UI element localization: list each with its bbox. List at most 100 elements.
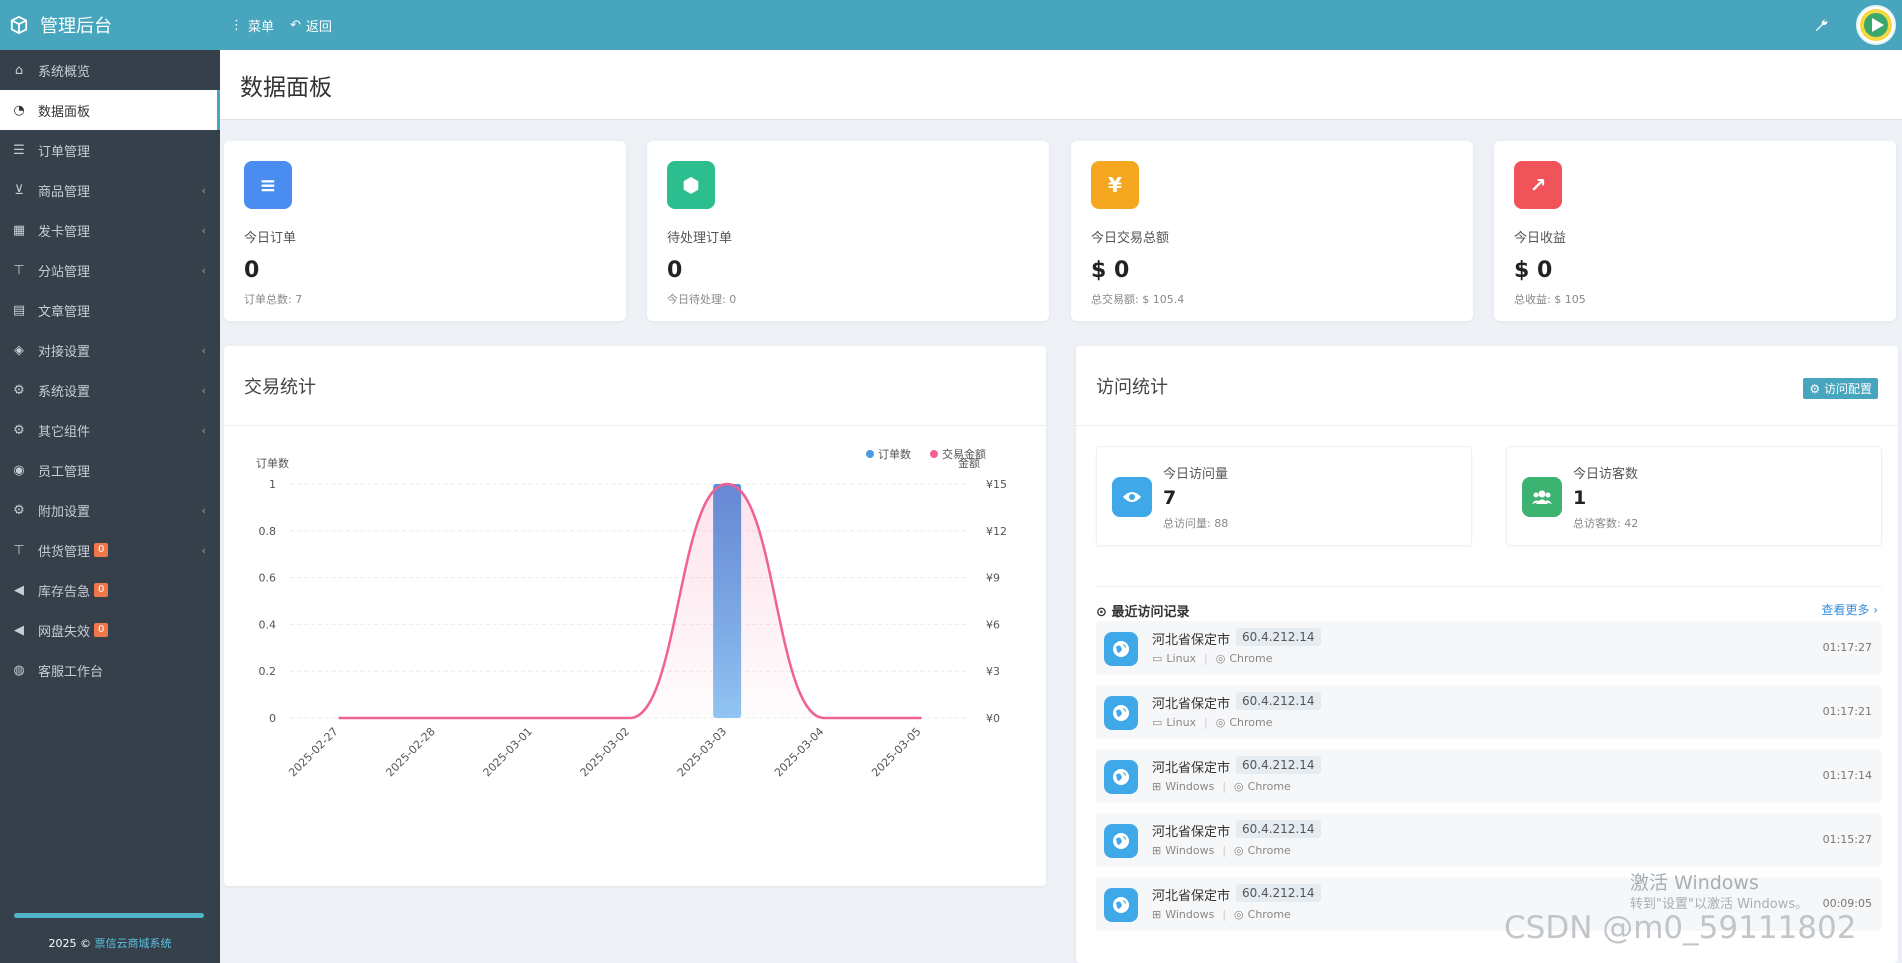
wrench-icon[interactable] bbox=[1814, 18, 1828, 32]
y-tick-left: 0 bbox=[269, 712, 276, 725]
recent-visits-title-text: 最近访问记录 bbox=[1111, 605, 1190, 620]
y-tick-left: 0.8 bbox=[259, 525, 277, 538]
sidebar-item[interactable]: ▦ 发卡管理 ‹ bbox=[0, 210, 220, 250]
visit-config-button[interactable]: ⚙ 访问配置 bbox=[1803, 378, 1878, 399]
sidebar-item-label: 附加设置 bbox=[38, 504, 91, 520]
sidebar-item[interactable]: ◉ 员工管理 bbox=[0, 450, 220, 490]
sidebar-item-label: 分站管理 bbox=[38, 264, 91, 280]
top-bar: 管理后台 ⋮ 菜单 ↶ 返回 bbox=[0, 0, 1902, 50]
visit-time: 00:09:05 bbox=[1822, 897, 1872, 910]
desktop-icon: ▭ bbox=[1152, 652, 1163, 665]
sidebar-item[interactable]: ⊤ 供货管理 0 ‹ bbox=[0, 530, 220, 570]
stat-card: ≡ 今日订单 0 订单总数: 7 bbox=[224, 141, 626, 321]
sidebar-item-label: 对接设置 bbox=[38, 344, 91, 360]
sidebar-item[interactable]: ⌂ 系统概览 bbox=[0, 50, 220, 90]
brand[interactable]: 管理后台 bbox=[0, 0, 220, 50]
ellipsis-vertical-icon: ⋮ bbox=[230, 17, 243, 33]
sidebar-item[interactable]: ☰ 订单管理 bbox=[0, 130, 220, 170]
top-actions: ⋮ 菜单 ↶ 返回 bbox=[230, 0, 348, 50]
x-tick-label: 2025-03-02 bbox=[578, 725, 632, 779]
brand-title: 管理后台 bbox=[40, 16, 112, 37]
sidebar-item[interactable]: ◈ 对接设置 ‹ bbox=[0, 330, 220, 370]
x-tick-label: 2025-02-27 bbox=[286, 725, 340, 779]
reply-icon: ↶ bbox=[290, 17, 301, 33]
recent-visits-title: ⊙ 最近访问记录 bbox=[1096, 601, 1882, 620]
visit-location: 河北省保定市 bbox=[1152, 633, 1231, 648]
chrome-icon: ◎ bbox=[1234, 844, 1244, 857]
sidebar-item[interactable]: ◍ 客服工作台 bbox=[0, 650, 220, 690]
stat-label: 待处理订单 bbox=[667, 231, 733, 246]
visit-browser: Chrome bbox=[1229, 652, 1273, 665]
globe-icon bbox=[1104, 824, 1138, 858]
legend-swatch-amount bbox=[930, 450, 938, 458]
visit-time: 01:17:14 bbox=[1822, 769, 1872, 782]
sidebar-item[interactable]: ⊻ 商品管理 ‹ bbox=[0, 170, 220, 210]
today-visits-label: 今日访问量 bbox=[1163, 467, 1229, 482]
eye-icon bbox=[1112, 477, 1152, 517]
dashboard-icon: ◔ bbox=[13, 102, 25, 118]
visit-location: 河北省保定市 bbox=[1152, 697, 1231, 712]
chrome-icon: ◎ bbox=[1234, 780, 1244, 793]
bullhorn-icon: ◀ bbox=[14, 622, 24, 638]
today-visitors-label: 今日访客数 bbox=[1573, 467, 1639, 482]
avatar[interactable] bbox=[1856, 5, 1896, 45]
copyright: 2025 © 票信云商城系统 bbox=[0, 935, 220, 951]
cube-logo-icon bbox=[10, 16, 28, 34]
gear-icon: ⚙ bbox=[13, 502, 25, 518]
chevron-left-icon: ‹ bbox=[201, 344, 206, 357]
list-item[interactable]: 河北省保定市 60.4.212.14 ▭ Linux | ◎ Chrome 01:17:27 bbox=[1096, 621, 1882, 675]
visit-ip: 60.4.212.14 bbox=[1236, 820, 1321, 838]
separator: | bbox=[1204, 716, 1208, 729]
grid-icon: ▦ bbox=[12, 222, 26, 238]
visit-ip: 60.4.212.14 bbox=[1236, 884, 1321, 902]
sitemap-icon: ⊤ bbox=[13, 262, 25, 278]
home-icon: ⌂ bbox=[14, 62, 24, 78]
sidebar-menu: ⌂ 系统概览 ◔ 数据面板 ☰ 订单管理 ⊻ 商品管理 ‹ ▦ 发卡管理 ‹ ⊤ 分站管理 ‹ ▤ 文章管理 ◈ 对… bbox=[0, 50, 220, 690]
recent-visits-header: ⊙ 最近访问记录 查看更多 › bbox=[1096, 586, 1882, 620]
x-tick-label: 2025-02-28 bbox=[383, 725, 437, 779]
y-tick-left: 0.6 bbox=[259, 572, 277, 585]
view-more-link[interactable]: 查看更多 › bbox=[1821, 603, 1878, 617]
stat-card: ⬢ 待处理订单 0 今日待处理: 0 bbox=[647, 141, 1049, 321]
total-visitors: 总访客数: 42 bbox=[1573, 517, 1639, 530]
menu-toggle-button[interactable]: ⋮ 菜单 bbox=[230, 16, 274, 35]
visit-os: Windows bbox=[1165, 908, 1215, 921]
visit-config-label: 访问配置 bbox=[1823, 382, 1872, 396]
sidebar-item[interactable]: ◀ 库存告急 0 bbox=[0, 570, 220, 610]
line-chart-icon: ↗ bbox=[1514, 161, 1562, 209]
visit-time: 01:17:21 bbox=[1822, 705, 1872, 718]
menu-toggle-label: 菜单 bbox=[248, 19, 275, 35]
sidebar-item[interactable]: ⚙ 其它组件 ‹ bbox=[0, 410, 220, 450]
visit-meta: ⊞ Windows | ◎ Chrome bbox=[1152, 844, 1291, 857]
list-item[interactable]: 河北省保定市 60.4.212.14 ⊞ Windows | ◎ Chrome 01:17:1… bbox=[1096, 749, 1882, 803]
y-tick-right: ¥12 bbox=[986, 525, 1007, 538]
sidebar-item-label: 客服工作台 bbox=[38, 664, 104, 680]
copyright-link[interactable]: 票信云商城系统 bbox=[94, 937, 172, 950]
chevron-left-icon: ‹ bbox=[201, 504, 206, 517]
sidebar-item[interactable]: ⚙ 系统设置 ‹ bbox=[0, 370, 220, 410]
visit-ip: 60.4.212.14 bbox=[1236, 756, 1321, 774]
back-button[interactable]: ↶ 返回 bbox=[290, 16, 332, 35]
list-item[interactable]: 河北省保定市 60.4.212.14 ⊞ Windows | ◎ Chrome 01:15:2… bbox=[1096, 813, 1882, 867]
list-item[interactable]: 河北省保定市 60.4.212.14 ▭ Linux | ◎ Chrome 01:17:21 bbox=[1096, 685, 1882, 739]
sidebar-item[interactable]: ⚙ 附加设置 ‹ bbox=[0, 490, 220, 530]
sidebar-item[interactable]: ▤ 文章管理 bbox=[0, 290, 220, 330]
sidebar-item[interactable]: ⊤ 分站管理 ‹ bbox=[0, 250, 220, 290]
book-icon: ▤ bbox=[12, 302, 26, 318]
y-tick-left: 0.2 bbox=[259, 665, 277, 678]
line-amount bbox=[338, 482, 922, 720]
list-item[interactable]: 河北省保定市 60.4.212.14 ⊞ Windows | ◎ Chrome 00:09:0… bbox=[1096, 877, 1882, 931]
cogs-icon: ⚙ bbox=[13, 422, 25, 438]
chevron-left-icon: ‹ bbox=[201, 264, 206, 277]
sidebar-item-label: 库存告急 bbox=[38, 584, 91, 600]
sidebar-item[interactable]: ◀ 网盘失效 0 bbox=[0, 610, 220, 650]
chevron-left-icon: ‹ bbox=[201, 384, 206, 397]
sidebar-item-label: 员工管理 bbox=[38, 464, 91, 480]
sidebar-item[interactable]: ◔ 数据面板 bbox=[0, 90, 220, 130]
stat-label: 今日交易总额 bbox=[1091, 231, 1170, 246]
back-label: 返回 bbox=[305, 19, 332, 35]
visit-os: Linux bbox=[1166, 716, 1197, 729]
stat-label: 今日订单 bbox=[244, 231, 297, 246]
visit-ip: 60.4.212.14 bbox=[1236, 628, 1321, 646]
separator: | bbox=[1222, 844, 1227, 857]
